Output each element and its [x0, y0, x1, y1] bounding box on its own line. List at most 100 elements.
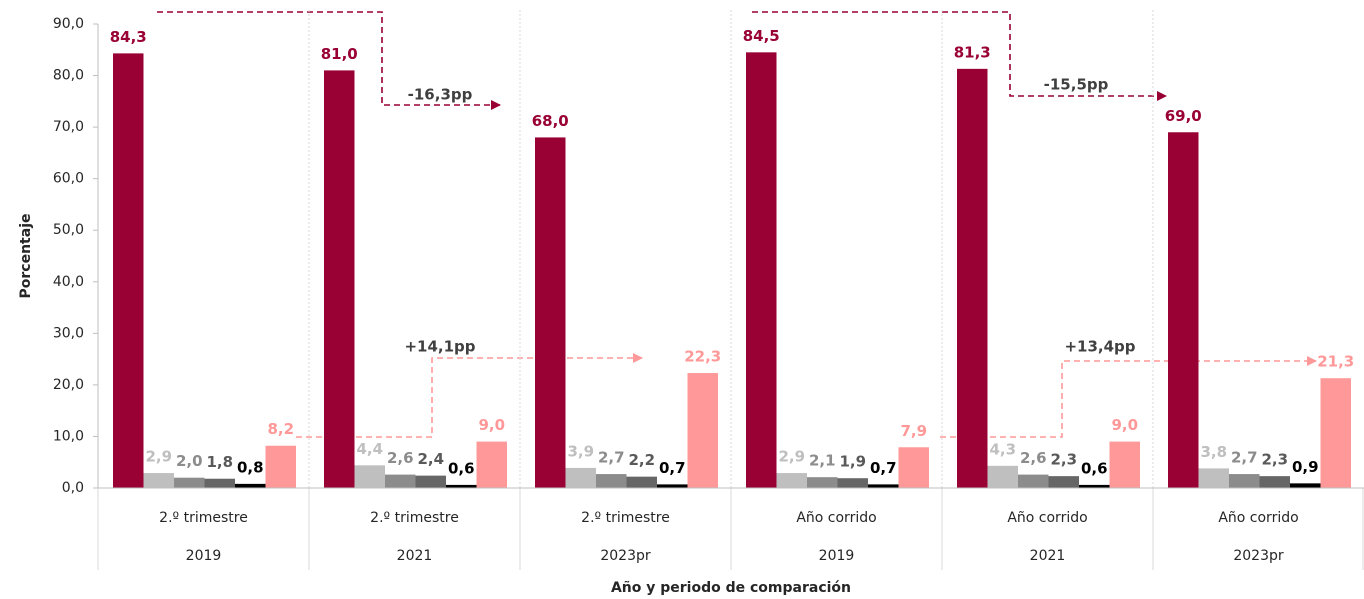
y-tick-label: 70,0 [53, 119, 84, 135]
value-label: 9,0 [1111, 416, 1138, 434]
bar [776, 473, 807, 488]
value-label: 9,0 [478, 416, 505, 434]
x-tick-label: 2.º trimestre [159, 510, 248, 526]
bar [385, 474, 416, 488]
bar [1229, 474, 1260, 488]
y-axis-label: Porcentaje [18, 214, 34, 299]
value-label: 4,4 [356, 440, 383, 458]
x-tick-label: Año corrido [1007, 510, 1087, 526]
value-label: 2,4 [417, 450, 444, 468]
x-axis-label: Año y periodo de comparación [611, 580, 851, 596]
x-tick-label: 2.º trimestre [581, 510, 670, 526]
bar [476, 441, 507, 488]
y-tick-label: 80,0 [53, 68, 84, 84]
value-label: 2,9 [145, 448, 172, 466]
bar [1168, 132, 1199, 488]
bar [415, 475, 446, 488]
x-group-label: 2021 [1030, 548, 1066, 564]
bar [565, 467, 596, 488]
bar [235, 483, 266, 488]
value-label: 69,0 [1165, 107, 1202, 125]
value-label: 2,3 [1261, 451, 1288, 469]
value-label: 1,9 [839, 453, 866, 471]
value-label: 2,7 [1231, 449, 1258, 467]
value-label: 2,9 [778, 448, 805, 466]
value-label: 21,3 [1317, 353, 1354, 371]
bar [746, 52, 777, 488]
bar [687, 373, 718, 488]
y-tick-label: 0,0 [62, 480, 84, 496]
bar [1109, 441, 1140, 488]
y-tick-label: 40,0 [53, 274, 84, 290]
x-group-label: 2019 [186, 548, 222, 564]
value-label: 3,8 [1200, 443, 1227, 461]
value-label: 0,6 [448, 459, 475, 477]
bar [987, 465, 1018, 488]
bar [837, 478, 868, 488]
x-tick-label: Año corrido [796, 510, 876, 526]
bar [898, 447, 929, 488]
bar [868, 484, 899, 488]
bar [354, 465, 385, 488]
x-group-label: 2023pr [1233, 548, 1284, 564]
y-tick-label: 90,0 [53, 16, 84, 32]
bar [1320, 378, 1351, 488]
x-group-label: 2023pr [600, 548, 651, 564]
value-label: 2,1 [809, 452, 836, 470]
bar [957, 68, 988, 488]
value-label: 0,8 [237, 458, 264, 476]
bar [596, 474, 627, 488]
annotation: -16,3pp [408, 86, 473, 104]
value-label: 81,3 [954, 43, 991, 61]
annotation: -15,5pp [1044, 76, 1109, 94]
y-tick-label: 30,0 [53, 325, 84, 341]
y-tick-label: 10,0 [53, 428, 84, 444]
value-label: 0,7 [659, 459, 686, 477]
bar [1079, 484, 1110, 488]
value-label: 0,9 [1292, 458, 1319, 476]
y-tick-label: 20,0 [53, 377, 84, 393]
annotation: +14,1pp [404, 338, 475, 356]
annotation: +13,4pp [1064, 338, 1135, 356]
value-label: 3,9 [567, 442, 594, 460]
bar [204, 478, 235, 488]
value-label: 2,6 [387, 449, 414, 467]
value-label: 84,5 [743, 27, 780, 45]
bar [1048, 476, 1079, 488]
bar [535, 137, 566, 488]
arrow [157, 11, 501, 110]
x-group-label: 2019 [819, 548, 855, 564]
x-tick-label: Año corrido [1218, 510, 1298, 526]
bar [324, 70, 355, 489]
bar [265, 445, 296, 488]
value-label: 8,2 [267, 420, 294, 438]
value-label: 68,0 [532, 112, 569, 130]
value-label: 7,9 [900, 422, 927, 440]
value-label: 1,8 [206, 453, 233, 471]
bar [807, 477, 838, 488]
bar [113, 53, 144, 489]
value-label: 81,0 [321, 45, 358, 63]
bar [143, 473, 174, 488]
bar [1259, 476, 1290, 488]
value-label: 2,7 [598, 449, 625, 467]
x-group-label: 2021 [397, 548, 433, 564]
bar [1018, 474, 1049, 488]
value-label: 0,6 [1081, 459, 1108, 477]
value-label: 2,2 [628, 451, 655, 469]
value-label: 2,3 [1050, 451, 1077, 469]
bar [626, 476, 657, 488]
bar [174, 477, 205, 488]
value-label: 2,0 [176, 452, 203, 470]
bar [657, 484, 688, 488]
arrow [752, 11, 1167, 101]
value-label: 0,7 [870, 459, 897, 477]
y-tick-label: 60,0 [53, 171, 84, 187]
x-tick-label: 2.º trimestre [370, 510, 459, 526]
value-label: 22,3 [684, 348, 721, 366]
value-label: 2,6 [1020, 449, 1047, 467]
y-tick-label: 50,0 [53, 222, 84, 238]
bar [1198, 468, 1229, 488]
value-label: 4,3 [989, 440, 1016, 458]
